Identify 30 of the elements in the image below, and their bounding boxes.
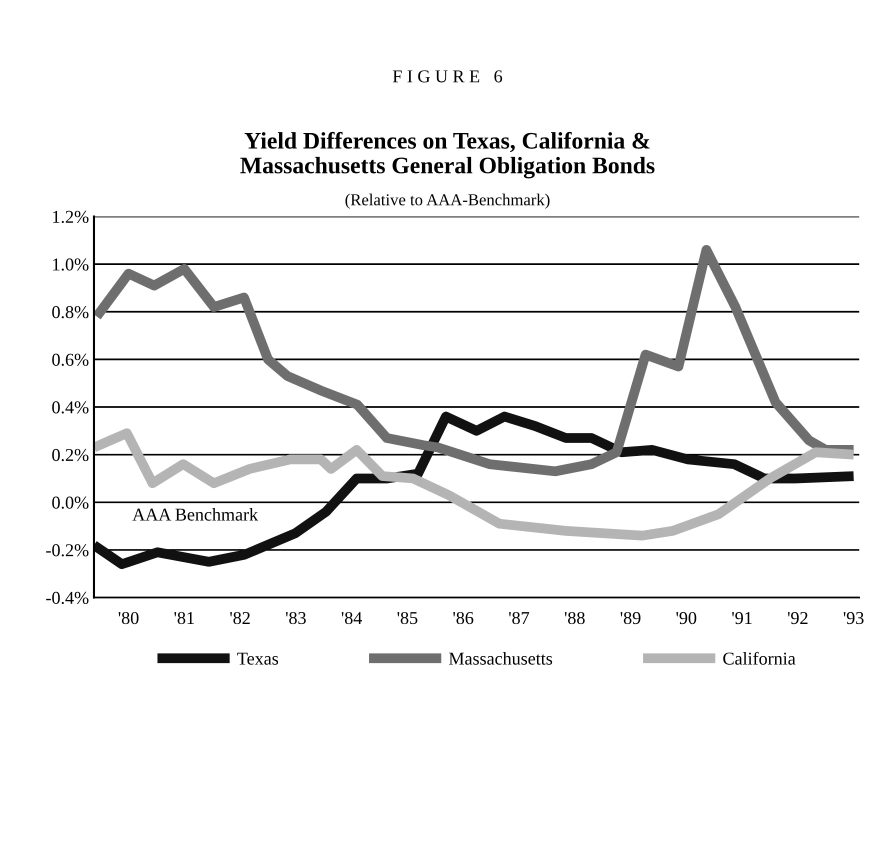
x-tick-label: '87 [509, 612, 530, 624]
legend-label: California [723, 652, 796, 665]
y-tick-label: -0.4% [46, 592, 88, 604]
x-tick-label: '86 [453, 612, 474, 624]
annotation: AAA Benchmark [132, 508, 258, 521]
x-tick-label: '83 [286, 612, 306, 624]
x-tick-label: '84 [342, 612, 362, 624]
y-tick-label: 0.0% [52, 496, 88, 509]
chart-title: F I G U R E 6 [392, 70, 502, 82]
chart-subtitle: Yield Differences on Texas, California & Massachusetts General Obligation Bonds [240, 132, 655, 178]
x-tick-label: '80 [118, 612, 139, 624]
x-tick-label: '82 [230, 612, 250, 624]
y-tick-label: 1.0% [53, 258, 88, 271]
y-tick-label: 0.8% [52, 306, 88, 318]
y-tick-label: 0.2% [52, 448, 88, 462]
legend-label: Massachusetts [448, 652, 552, 665]
x-tick-label: '91 [732, 612, 752, 624]
y-tick-label: 0.4% [52, 401, 88, 414]
y-tick-label: 1.2% [53, 210, 88, 224]
y-tick-label: -0.2% [46, 544, 88, 556]
legend-label: Texas [237, 652, 278, 665]
x-tick-label: '85 [398, 612, 418, 624]
x-tick-label: '89 [620, 612, 640, 624]
x-tick-label: '93 [844, 612, 864, 624]
x-tick-label: '92 [788, 612, 808, 624]
x-tick-label: '81 [174, 612, 194, 624]
x-tick-label: '90 [676, 612, 696, 624]
y-tick-label: 0.6% [52, 354, 88, 366]
text: (Relative to AAA-Benchmark) [345, 194, 550, 209]
x-tick-label: '88 [564, 612, 585, 624]
